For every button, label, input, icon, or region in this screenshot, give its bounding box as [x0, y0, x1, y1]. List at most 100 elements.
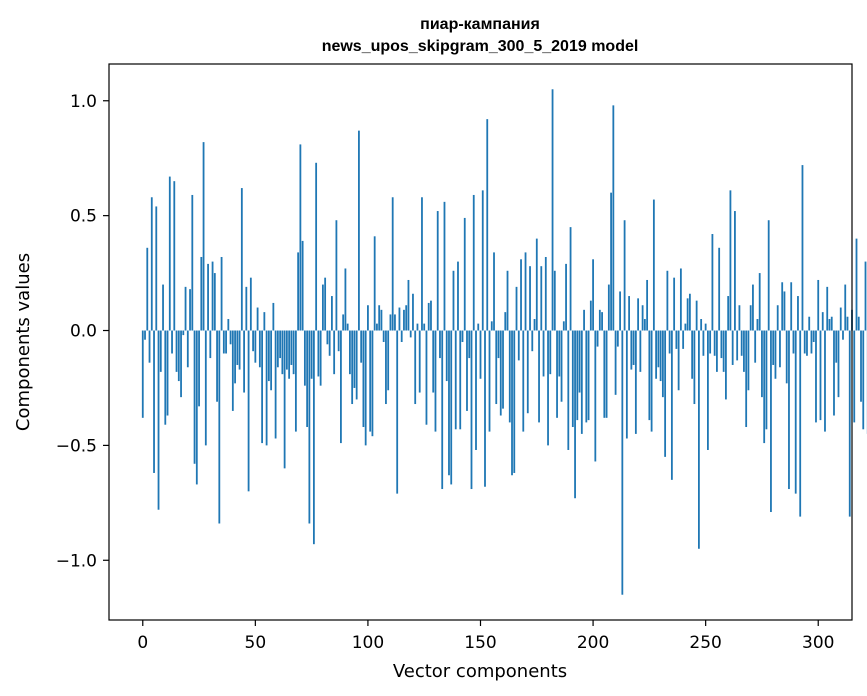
bar: [574, 330, 576, 499]
bar: [585, 330, 588, 423]
bar: [524, 252, 527, 331]
bar: [569, 227, 572, 331]
bar: [189, 289, 191, 331]
bar: [592, 259, 594, 331]
bar: [225, 330, 227, 354]
bar: [218, 330, 221, 524]
bar: [515, 286, 518, 331]
bar: [353, 330, 356, 388]
bar: [153, 330, 155, 473]
bar: [650, 330, 653, 432]
bar: [855, 238, 858, 331]
bar: [583, 309, 585, 331]
bar: [639, 330, 642, 372]
bar: [171, 330, 173, 354]
bar: [283, 330, 286, 469]
bar: [578, 330, 581, 393]
bar: [294, 330, 297, 432]
bar: [826, 286, 829, 331]
bar: [481, 190, 484, 331]
bar: [679, 268, 682, 331]
bar: [731, 330, 734, 365]
bar: [240, 188, 243, 331]
bar: [504, 312, 507, 331]
bar: [646, 279, 649, 331]
bar: [191, 194, 194, 331]
bar: [227, 319, 230, 331]
bar: [477, 323, 480, 331]
bar: [605, 330, 608, 418]
bar: [445, 330, 448, 382]
bar: [168, 176, 171, 331]
bar: [824, 330, 826, 432]
bar: [848, 330, 851, 517]
bar: [463, 217, 466, 331]
bar: [351, 330, 354, 405]
bar: [704, 323, 707, 331]
bar: [815, 330, 817, 423]
bar: [722, 330, 725, 372]
bar: [560, 330, 563, 402]
bar: [587, 330, 590, 421]
bar: [380, 309, 383, 331]
x-tick-label: 200: [577, 633, 609, 653]
bar: [391, 197, 394, 331]
bar: [403, 309, 405, 331]
bar: [389, 314, 392, 331]
bar: [414, 330, 417, 405]
bar: [713, 330, 716, 356]
bar: [767, 220, 770, 331]
bar: [249, 277, 252, 331]
bar: [358, 130, 360, 331]
bar: [276, 330, 279, 368]
bar: [664, 330, 667, 457]
bar: [310, 330, 313, 379]
bar: [373, 236, 376, 331]
bar: [553, 270, 556, 331]
bar: [308, 330, 311, 524]
bar: [193, 330, 196, 464]
bar: [598, 309, 601, 331]
bar: [436, 211, 439, 331]
bar: [842, 330, 844, 340]
bar: [754, 330, 757, 363]
bar: [450, 330, 453, 485]
x-tick-label: 50: [245, 633, 267, 653]
bar: [371, 330, 374, 437]
bar: [533, 319, 536, 331]
bar: [303, 330, 306, 386]
bar: [675, 330, 678, 349]
bar: [182, 330, 185, 336]
bars-group: [141, 89, 867, 595]
bar: [270, 330, 273, 391]
bar: [860, 330, 862, 402]
bar: [549, 330, 552, 375]
bar: [448, 330, 450, 476]
bar: [466, 330, 468, 411]
bar: [833, 330, 835, 416]
bar: [857, 316, 860, 331]
bar: [495, 330, 498, 405]
bar: [195, 330, 198, 485]
bar: [614, 330, 617, 395]
bar: [317, 330, 320, 377]
bar: [184, 286, 187, 331]
bar: [781, 282, 784, 331]
bar: [247, 330, 250, 492]
bar: [207, 263, 209, 331]
bar: [497, 330, 500, 359]
bar: [369, 330, 372, 432]
bar: [407, 279, 410, 331]
x-tick-label: 100: [352, 633, 384, 653]
bar: [301, 240, 304, 331]
bar: [344, 268, 347, 331]
bar: [623, 220, 626, 331]
bar: [452, 270, 455, 331]
bar: [779, 330, 781, 368]
bar: [693, 330, 696, 405]
bar: [430, 300, 432, 331]
bar: [763, 330, 766, 444]
bar: [378, 305, 381, 331]
bar: [634, 330, 637, 434]
